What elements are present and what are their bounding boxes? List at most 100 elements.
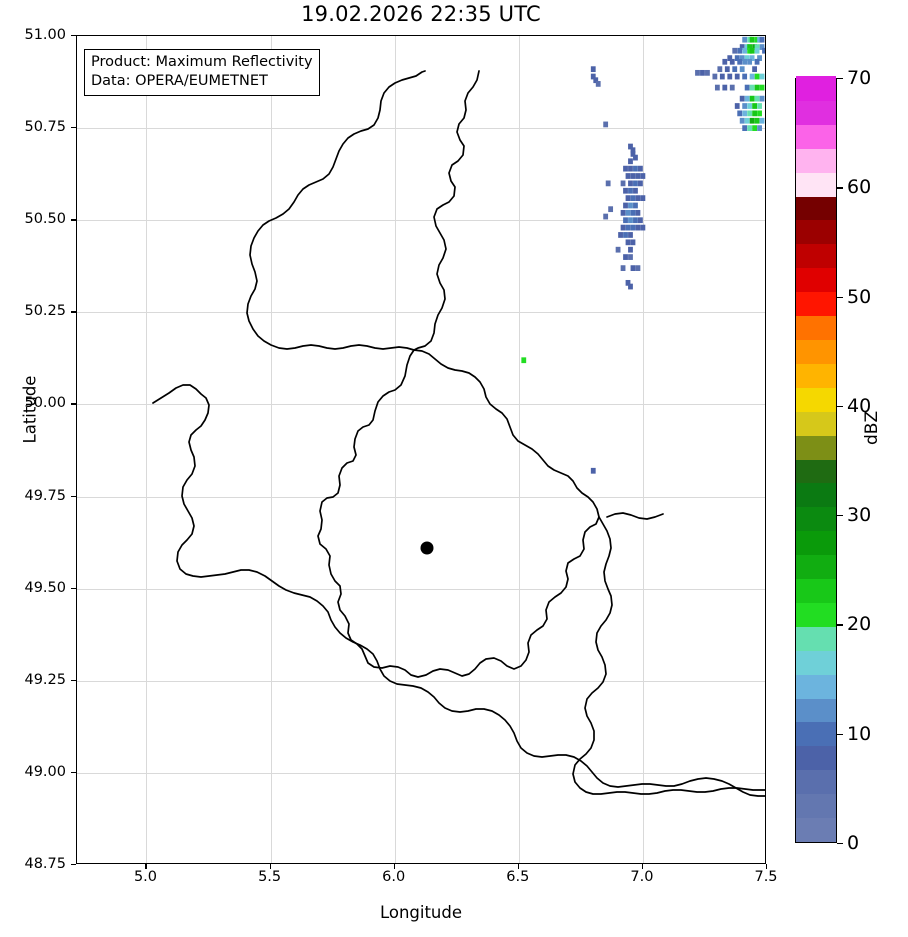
radar-cell: [633, 202, 638, 209]
radar-cell: [747, 36, 753, 43]
colorbar-tick: [837, 187, 843, 189]
colorbar-segment: [796, 410, 836, 436]
radar-cell: [734, 55, 740, 61]
radar-cell: [638, 217, 643, 224]
info-line-product: Product: Maximum Reflectivity: [91, 54, 313, 70]
colorbar-segment: [796, 530, 836, 556]
radar-cell: [633, 217, 638, 224]
y-axis-tick-label: 49.75: [24, 487, 66, 504]
colorbar-tick: [837, 405, 843, 408]
radar-cell: [727, 55, 733, 61]
radar-cell: [603, 121, 609, 128]
radar-cell: [752, 110, 757, 117]
colorbar-segment: [796, 602, 836, 627]
radar-cell: [628, 232, 633, 238]
radar-cell: [628, 217, 633, 224]
radar-cell: [630, 224, 636, 231]
colorbar-segment: [796, 458, 836, 484]
x-axis-title: Longitude: [379, 903, 463, 922]
x-axis-tick: [517, 864, 520, 869]
radar-cell: [590, 66, 596, 73]
radar-cell: [747, 110, 753, 117]
colorbar-tick: [837, 515, 843, 517]
colorbar-segment: [796, 267, 836, 293]
y-axis-tick-label: 49.50: [24, 579, 66, 596]
y-axis-tick: [71, 587, 76, 589]
radar-cell: [754, 47, 760, 54]
y-axis-tick-label: 49.00: [24, 763, 66, 780]
colorbar-segment: [796, 626, 836, 651]
x-axis-tick: [393, 864, 395, 869]
radar-cell: [742, 73, 748, 80]
colorbar-segment: [796, 291, 836, 317]
colorbar-segment: [796, 769, 836, 795]
colorbar-tick: [837, 733, 843, 735]
colorbar-segment: [796, 363, 836, 388]
y-axis-tick-label: 50.00: [24, 395, 66, 412]
radar-cell: [719, 73, 725, 80]
radar-cell: [729, 58, 735, 65]
colorbar-segment: [796, 195, 836, 221]
radar-cell: [628, 283, 633, 290]
radar-cell: [727, 73, 733, 80]
radar-cell: [620, 209, 626, 216]
radar-cell: [747, 103, 753, 109]
radar-cell: [618, 232, 623, 238]
radar-cell: [635, 265, 641, 271]
radar-cell: [717, 66, 723, 73]
radar-cell: [712, 73, 718, 80]
y-axis-tick: [71, 311, 76, 313]
radar-cell: [752, 44, 757, 50]
colorbar-segment: [796, 649, 836, 675]
product-info-box: Product: Maximum Reflectivity Data: OPER…: [84, 49, 320, 97]
radar-reflectivity-layer: [521, 36, 765, 474]
colorbar-segment: [796, 76, 836, 101]
radar-cell: [635, 195, 641, 201]
radar-cell: [742, 47, 748, 54]
radar-cell: [603, 213, 609, 220]
radar-cell: [630, 147, 636, 154]
radar-cell: [640, 195, 646, 201]
radar-cell: [749, 84, 755, 91]
radar-cell: [737, 47, 743, 54]
radar-cell: [737, 58, 743, 65]
y-axis-tick: [71, 495, 76, 497]
radar-cell: [605, 180, 611, 187]
y-axis-tick: [71, 127, 76, 129]
radar-cell: [615, 246, 621, 253]
radar-cell: [752, 103, 757, 109]
radar-cell: [744, 44, 750, 50]
radar-cell: [759, 84, 765, 91]
radar-cell: [623, 202, 628, 209]
radar-cell: [595, 81, 601, 87]
x-axis-tick-label: 6.0: [382, 869, 406, 885]
radar-cell: [739, 44, 745, 50]
colorbar-tick-label: 60: [847, 176, 872, 199]
colorbar-segment: [796, 673, 836, 699]
radar-cell: [754, 44, 760, 50]
radar-cell: [625, 209, 631, 216]
radar-cell: [737, 110, 743, 117]
radar-cell: [739, 66, 745, 73]
radar-cell: [623, 254, 628, 260]
map-plot-area[interactable]: Product: Maximum Reflectivity Data: OPER…: [76, 35, 766, 864]
radar-cell: [722, 58, 728, 65]
radar-cell: [630, 265, 636, 271]
radar-cell: [757, 36, 762, 43]
radar-cell: [628, 187, 633, 194]
colorbar[interactable]: 0 10 20 30 40 50 60 70: [795, 67, 871, 854]
radar-cell: [749, 117, 755, 124]
radar-cell: [625, 279, 631, 286]
radar-cell: [752, 125, 757, 131]
y-axis-tick-label: 50.25: [24, 303, 66, 320]
radar-cell: [628, 246, 633, 253]
x-axis-tick-label: 5.5: [258, 869, 282, 885]
y-axis-tick: [71, 771, 76, 774]
colorbar-tick: [837, 843, 843, 845]
y-axis-tick-label: 51.00: [24, 27, 66, 43]
radar-cell: [742, 125, 748, 131]
radar-cell: [630, 173, 636, 179]
radar-cell: [625, 239, 631, 246]
radar-cell: [739, 95, 745, 102]
radar-cell: [628, 202, 633, 209]
